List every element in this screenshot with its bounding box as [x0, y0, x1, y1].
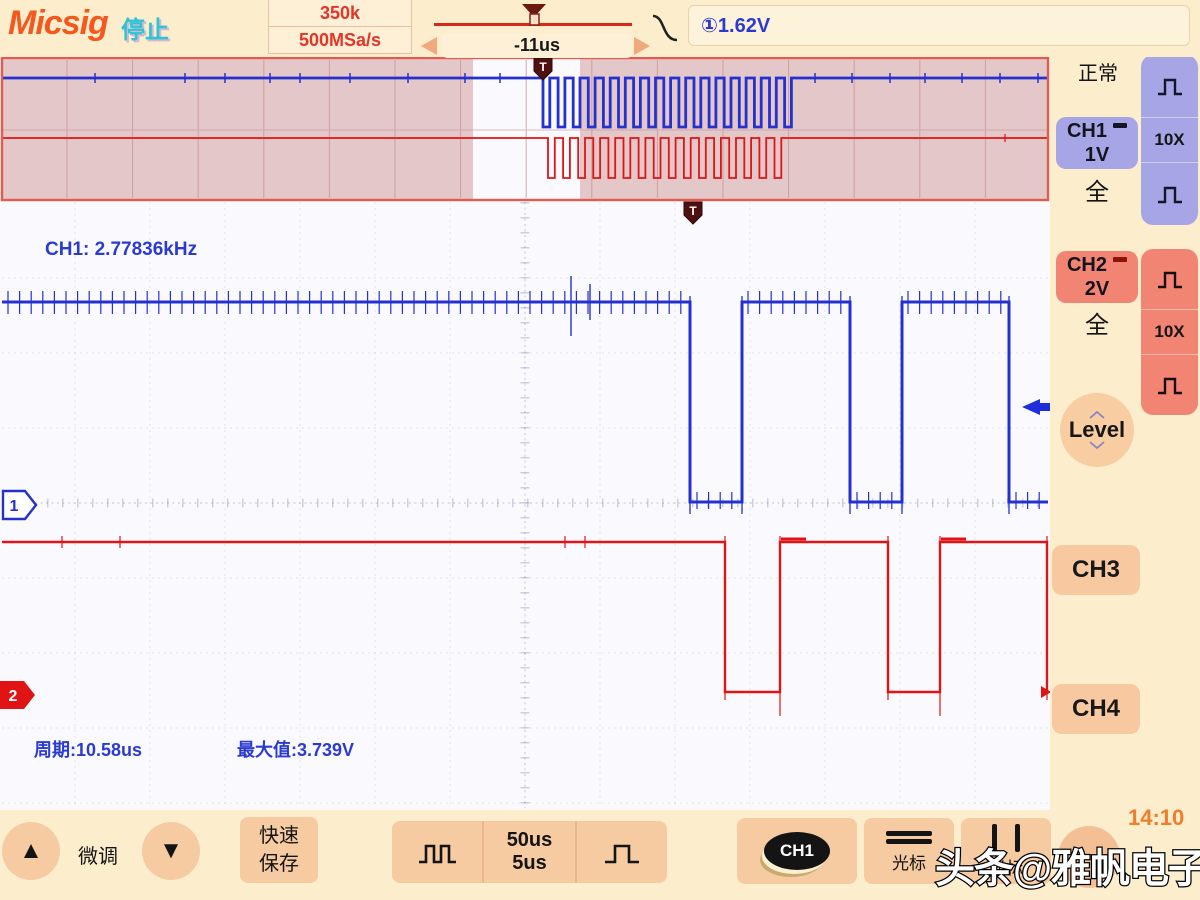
chevron-up-icon — [1089, 411, 1105, 419]
acquisition-info-box[interactable]: 350k 500MSa/s — [268, 0, 412, 54]
dc-coupling-icon — [1113, 257, 1127, 262]
horizontal-cursors-icon — [886, 828, 932, 847]
level-label: Level — [1068, 417, 1126, 442]
svg-text:T: T — [539, 60, 547, 74]
zoom-wave-button[interactable] — [392, 838, 482, 866]
ch2-button[interactable]: CH2 2V — [1056, 251, 1138, 303]
down-triangle-icon: ▼ — [159, 837, 183, 864]
trigger-info-box[interactable]: ①1.62V — [688, 5, 1190, 46]
step-down-button[interactable]: ▼ — [142, 822, 200, 880]
active-channel-button[interactable]: CH1 — [737, 818, 857, 884]
ch3-button[interactable]: CH3 — [1052, 545, 1140, 595]
preview-dim-left — [2, 59, 473, 199]
step-up-button[interactable]: ▲ — [2, 822, 60, 880]
position-right-arrow[interactable] — [634, 37, 650, 55]
ch4-button[interactable]: CH4 — [1052, 684, 1140, 734]
horizontal-position-handle[interactable] — [518, 1, 550, 33]
brand-logo: Micsig — [8, 4, 109, 42]
timebase-zoom-value: 5us — [512, 852, 547, 874]
frequency-readout: CH1: 2.77836kHz — [45, 239, 198, 260]
double-pulse-icon — [419, 844, 457, 864]
horizontal-offset-value[interactable]: -11us — [442, 33, 632, 58]
preview-trace-ch2 — [2, 137, 1048, 179]
sample-rate-value: 500MSa/s — [298, 29, 382, 50]
channel-stack-badge: CH1 — [764, 832, 830, 870]
ch1-scale: 1V — [1084, 144, 1110, 166]
trigger-position-marker[interactable] — [533, 57, 553, 81]
ch2-position-marker[interactable] — [0, 681, 35, 709]
horizontal-cursor-button[interactable]: 光标 — [864, 818, 954, 884]
ch2-offscreen-arrow — [1041, 686, 1050, 698]
ch1-position-marker[interactable] — [1, 489, 38, 521]
ch1-button[interactable]: CH1 1V — [1056, 117, 1138, 169]
ch2-probe-panel[interactable]: 10X — [1141, 249, 1198, 415]
dc-coupling-icon — [1113, 123, 1127, 128]
vertical-cursors-icon — [992, 823, 1020, 852]
max-value-readout: 最大值:3.739V — [237, 740, 355, 760]
run-state-label[interactable]: 停止 — [121, 17, 169, 44]
up-triangle-icon: ▲ — [19, 837, 43, 864]
memory-depth-value: 350k — [269, 0, 411, 27]
preview-trace-ch1 — [2, 76, 1048, 129]
preview-dim-right — [580, 59, 1048, 199]
ch1-probe-panel[interactable]: 10X — [1141, 55, 1198, 225]
ch1-label: CH1 — [1066, 120, 1107, 142]
svg-text:2: 2 — [9, 688, 18, 705]
chevron-down-icon — [1089, 441, 1105, 449]
svg-text:T: T — [689, 204, 697, 218]
bottom-toolbar: ▲ 微调 ▼ 快速 保存 50us 5us CH1 光标 — [0, 805, 1200, 900]
menu-circle-button[interactable] — [1058, 826, 1120, 888]
ch2-attenuation-label: 10X — [1141, 309, 1198, 355]
ch2-label: CH2 — [1066, 254, 1107, 276]
preview-border — [0, 57, 1050, 202]
timebase-group: 50us 5us — [392, 821, 667, 883]
trigger-level-arrow[interactable] — [1022, 399, 1050, 415]
trigger-position-marker[interactable] — [683, 201, 703, 225]
clock: 14:10 — [1128, 805, 1185, 830]
svg-text:1: 1 — [10, 498, 19, 515]
pulse-icon — [1141, 355, 1198, 415]
ch2-scale: 2V — [1084, 278, 1110, 300]
quick-save-button[interactable]: 快速 保存 — [240, 817, 318, 883]
waveform-display — [0, 57, 1050, 810]
period-readout: 周期:10.58us — [34, 740, 143, 760]
single-pulse-icon — [604, 844, 639, 864]
falling-edge-icon — [652, 14, 678, 42]
single-wave-button[interactable] — [574, 821, 667, 883]
trigger-level-knob[interactable]: Level — [1060, 393, 1134, 467]
ch1-attenuation-label: 10X — [1141, 117, 1198, 163]
position-left-arrow[interactable] — [421, 37, 437, 55]
pulse-icon — [1141, 55, 1198, 117]
scope-graticule-and-traces: T T 1 2 — [0, 57, 1050, 808]
pulse-icon — [1141, 163, 1198, 225]
fine-tune-label: 微调 — [78, 846, 118, 868]
timebase-main-value: 50us — [506, 829, 553, 851]
pulse-icon — [1141, 249, 1198, 309]
timebase-value-button[interactable]: 50us 5us — [482, 821, 574, 883]
trigger-level-value: ①1.62V — [701, 15, 771, 37]
vertical-cursor-button[interactable]: 光标 — [961, 818, 1051, 884]
ch2-bandwidth-label: 全 — [1085, 312, 1109, 339]
trigger-mode-label: 正常 — [1078, 63, 1118, 85]
top-bar: Micsig 停止 350k 500MSa/s -11us ①1.62V — [0, 0, 1200, 58]
watermark: 头条@雅帆电子 — [934, 846, 1200, 893]
ch1-bandwidth-label: 全 — [1085, 179, 1109, 206]
